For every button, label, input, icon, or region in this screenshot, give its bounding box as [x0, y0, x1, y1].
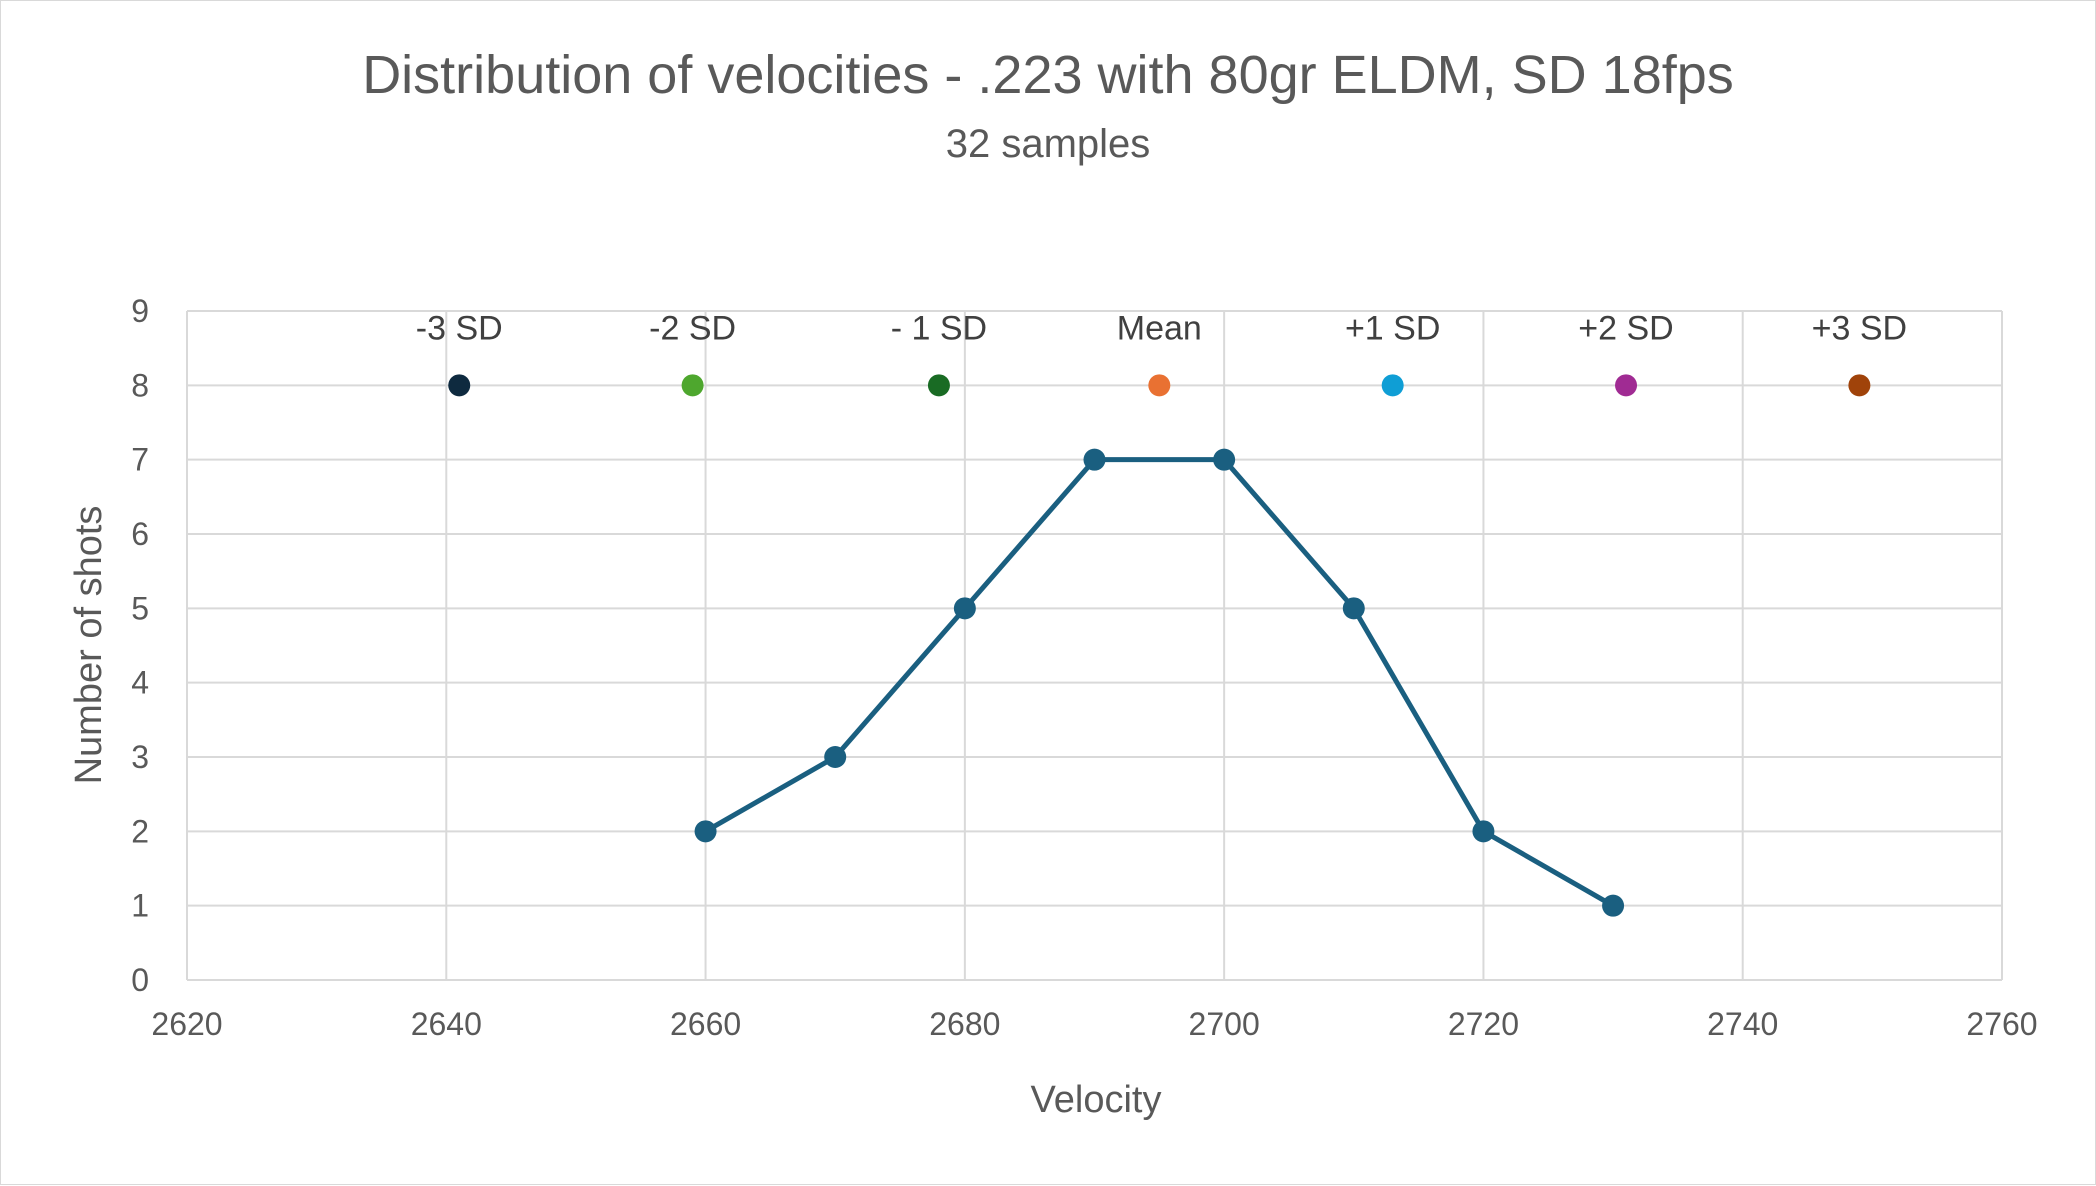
sd-marker-label: Mean [1117, 309, 1202, 347]
sd-marker-label: -2 SD [649, 309, 736, 347]
sd-marker-label: +2 SD [1578, 309, 1673, 347]
x-tick-label: 2680 [929, 1006, 1000, 1042]
data-series [694, 448, 1625, 917]
gridlines [186, 310, 2003, 981]
y-tick-label: 7 [131, 442, 149, 478]
sd-marker-point [1615, 374, 1638, 397]
data-point [694, 820, 717, 843]
sd-marker-point [448, 374, 471, 397]
data-point [824, 746, 847, 768]
sd-marker-point [1381, 374, 1404, 397]
data-point [1472, 820, 1495, 843]
data-point [1602, 894, 1625, 917]
sd-marker-label: - 1 SD [891, 309, 987, 347]
y-tick-label: 9 [131, 293, 149, 329]
x-tick-label: 2620 [151, 1006, 222, 1042]
sd-marker-point [1148, 374, 1171, 397]
series-line [704, 457, 1615, 908]
x-tick-label: 2660 [670, 1006, 741, 1042]
x-tick-label: 2760 [1966, 1006, 2037, 1042]
sd-marker-label: -3 SD [416, 309, 503, 347]
data-point [1213, 448, 1236, 471]
y-tick-label: 5 [131, 590, 149, 626]
sd-marker-point [927, 374, 950, 397]
chart-subtitle: 32 samples [946, 122, 1151, 166]
sd-marker-label: +1 SD [1345, 309, 1440, 347]
chart-title: Distribution of velocities - .223 with 8… [362, 45, 1734, 105]
data-point [953, 597, 976, 620]
y-tick-label: 3 [131, 739, 149, 775]
y-tick-label: 1 [131, 888, 149, 924]
data-point [1342, 597, 1365, 620]
sd-marker-point [681, 374, 704, 397]
tick-labels: 0 1 2 3 4 5 6 7 8 9 2620 2640 2660 2680 2700 2720 2740 27… [131, 293, 2037, 1042]
y-tick-label: 2 [131, 813, 149, 849]
sd-marker-label: +3 SD [1812, 309, 1907, 347]
y-tick-label: 4 [131, 665, 149, 701]
data-point [1083, 448, 1106, 471]
x-tick-label: 2640 [411, 1006, 482, 1042]
x-tick-label: 2740 [1707, 1006, 1778, 1042]
x-tick-label: 2720 [1448, 1006, 1519, 1042]
y-tick-label: 6 [131, 516, 149, 552]
x-axis-title: Velocity [1031, 1079, 1162, 1121]
x-tick-label: 2700 [1189, 1006, 1260, 1042]
y-axis-title: Number of shots [68, 506, 110, 785]
y-tick-label: 8 [131, 367, 149, 403]
y-tick-label: 0 [131, 962, 149, 998]
sd-marker-point [1848, 374, 1871, 397]
sd-markers: -3 SD -2 SD - 1 SD Mean +1 SD +2 SD +3 SD [416, 309, 1907, 397]
